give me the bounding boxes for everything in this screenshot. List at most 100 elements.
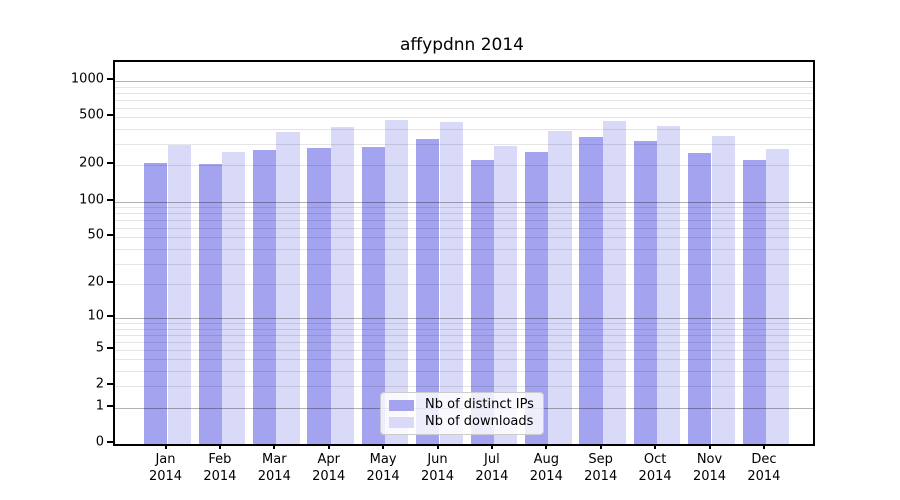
x-tick-label-dec: Dec 2014 (747, 452, 781, 484)
legend-swatch-distinct-ips (389, 399, 414, 411)
x-tick-mark-nov (708, 444, 711, 449)
x-tick-label-apr: Apr 2014 (312, 452, 346, 484)
bar-nb-of-downloads-jun (439, 121, 463, 444)
bar-nb-of-distinct-ips-feb (198, 163, 222, 444)
x-tick-mark-mar (273, 444, 276, 449)
y-tick-label-0: 0 (95, 434, 104, 450)
x-tick-label-oct: Oct 2014 (638, 452, 672, 484)
y-tick-label-10: 10 (87, 308, 104, 324)
y-tick-label-1: 1 (95, 398, 104, 414)
y-tick-mark-200 (107, 162, 113, 165)
legend-item-distinct-ips: Nb of distinct IPs (389, 398, 535, 412)
bar-nb-of-distinct-ips-nov (688, 153, 712, 444)
x-tick-mark-sep (599, 444, 602, 449)
y-tick-mark-10 (107, 315, 113, 317)
gridline-200 (115, 165, 813, 167)
y-tick-label-500: 500 (79, 107, 104, 123)
y-tick-mark-50 (107, 234, 113, 237)
gridline-10 (115, 318, 813, 319)
bar-nb-of-downloads-dec (765, 149, 790, 444)
y-tick-label-2: 2 (95, 376, 104, 392)
chart-title: affypdnn 2014 (400, 35, 524, 55)
x-tick-mark-jun (436, 444, 439, 449)
y-tick-mark-0 (107, 441, 113, 443)
bar-nb-of-downloads-jan (167, 144, 191, 444)
gridline-8 (115, 328, 813, 330)
y-tick-label-20: 20 (87, 274, 104, 290)
gridline-30 (115, 263, 813, 265)
x-tick-label-jul: Jul 2014 (475, 452, 509, 484)
gridline-600 (115, 107, 813, 109)
gridline-3 (115, 371, 813, 373)
gridline-70 (115, 220, 813, 221)
x-tick-mark-dec (762, 444, 765, 449)
legend-swatch-downloads (389, 416, 414, 428)
gridline-40 (115, 248, 813, 250)
bar-nb-of-downloads-oct (657, 126, 681, 444)
gridline-6 (115, 341, 813, 343)
gridline-9 (115, 323, 813, 324)
gridline-7 (115, 334, 813, 336)
gridline-50 (115, 237, 813, 239)
x-tick-mark-jan (164, 444, 167, 449)
x-tick-mark-may (382, 444, 385, 449)
x-tick-label-may: May 2014 (366, 452, 400, 484)
gridline-4 (115, 359, 813, 361)
bar-nb-of-downloads-feb (221, 151, 246, 444)
gridline-500 (115, 117, 813, 119)
gridline-300 (115, 144, 813, 146)
y-tick-label-5: 5 (95, 340, 104, 356)
y-tick-mark-100 (107, 198, 113, 201)
bar-nb-of-downloads-sep (602, 120, 626, 444)
x-tick-mark-apr (327, 444, 330, 449)
y-tick-label-50: 50 (87, 227, 104, 243)
x-tick-label-mar: Mar 2014 (257, 452, 291, 484)
y-tick-mark-1000 (107, 77, 113, 80)
y-tick-mark-2 (107, 383, 113, 386)
legend-item-downloads: Nb of downloads (389, 415, 535, 429)
gridline-100 (115, 201, 813, 203)
bar-nb-of-distinct-ips-oct (633, 141, 658, 444)
legend: Nb of distinct IPs Nb of downloads (380, 392, 544, 435)
x-tick-mark-oct (654, 444, 657, 449)
x-tick-label-aug: Aug 2014 (529, 452, 563, 484)
gridline-800 (115, 92, 813, 94)
bar-nb-of-downloads-aug (548, 131, 572, 444)
bar-nb-of-distinct-ips-sep (579, 136, 603, 444)
x-tick-label-feb: Feb 2014 (203, 452, 237, 484)
bar-nb-of-distinct-ips-may (361, 146, 386, 444)
x-tick-label-jan: Jan 2014 (148, 452, 183, 484)
gridline-80 (115, 213, 813, 215)
x-tick-label-jun: Jun 2014 (420, 452, 455, 484)
x-tick-mark-jul (490, 444, 493, 449)
legend-label-distinct-ips: Nb of distinct IPs (425, 397, 534, 412)
y-tick-label-1000: 1000 (70, 71, 104, 87)
bar-nb-of-distinct-ips-jul (470, 159, 494, 444)
bar-nb-of-downloads-apr (330, 127, 354, 444)
legend-label-downloads: Nb of downloads (425, 414, 534, 429)
bar-nb-of-distinct-ips-apr (307, 147, 331, 444)
gridline-2 (115, 386, 813, 388)
gridline-900 (115, 86, 813, 88)
x-tick-label-nov: Nov 2014 (692, 452, 727, 484)
bar-nb-of-downloads-nov (711, 136, 735, 444)
x-tick-label-sep: Sep 2014 (584, 452, 618, 484)
bar-nb-of-distinct-ips-mar (253, 149, 277, 444)
y-tick-label-100: 100 (79, 192, 104, 207)
gridline-1000 (115, 80, 813, 82)
y-tick-mark-20 (107, 281, 113, 283)
y-tick-label-200: 200 (79, 155, 104, 171)
y-tick-mark-1 (107, 404, 113, 407)
bar-nb-of-downloads-may (385, 120, 409, 444)
plot-area (113, 60, 815, 446)
gridline-20 (115, 284, 813, 285)
gridline-90 (115, 207, 813, 208)
x-tick-mark-feb (218, 444, 221, 449)
bar-nb-of-downloads-jul (493, 146, 518, 444)
gridline-5 (115, 349, 813, 351)
bar-nb-of-distinct-ips-dec (742, 159, 766, 444)
gridline-60 (115, 228, 813, 229)
bar-nb-of-distinct-ips-jan (144, 162, 168, 444)
y-tick-mark-500 (107, 114, 113, 117)
